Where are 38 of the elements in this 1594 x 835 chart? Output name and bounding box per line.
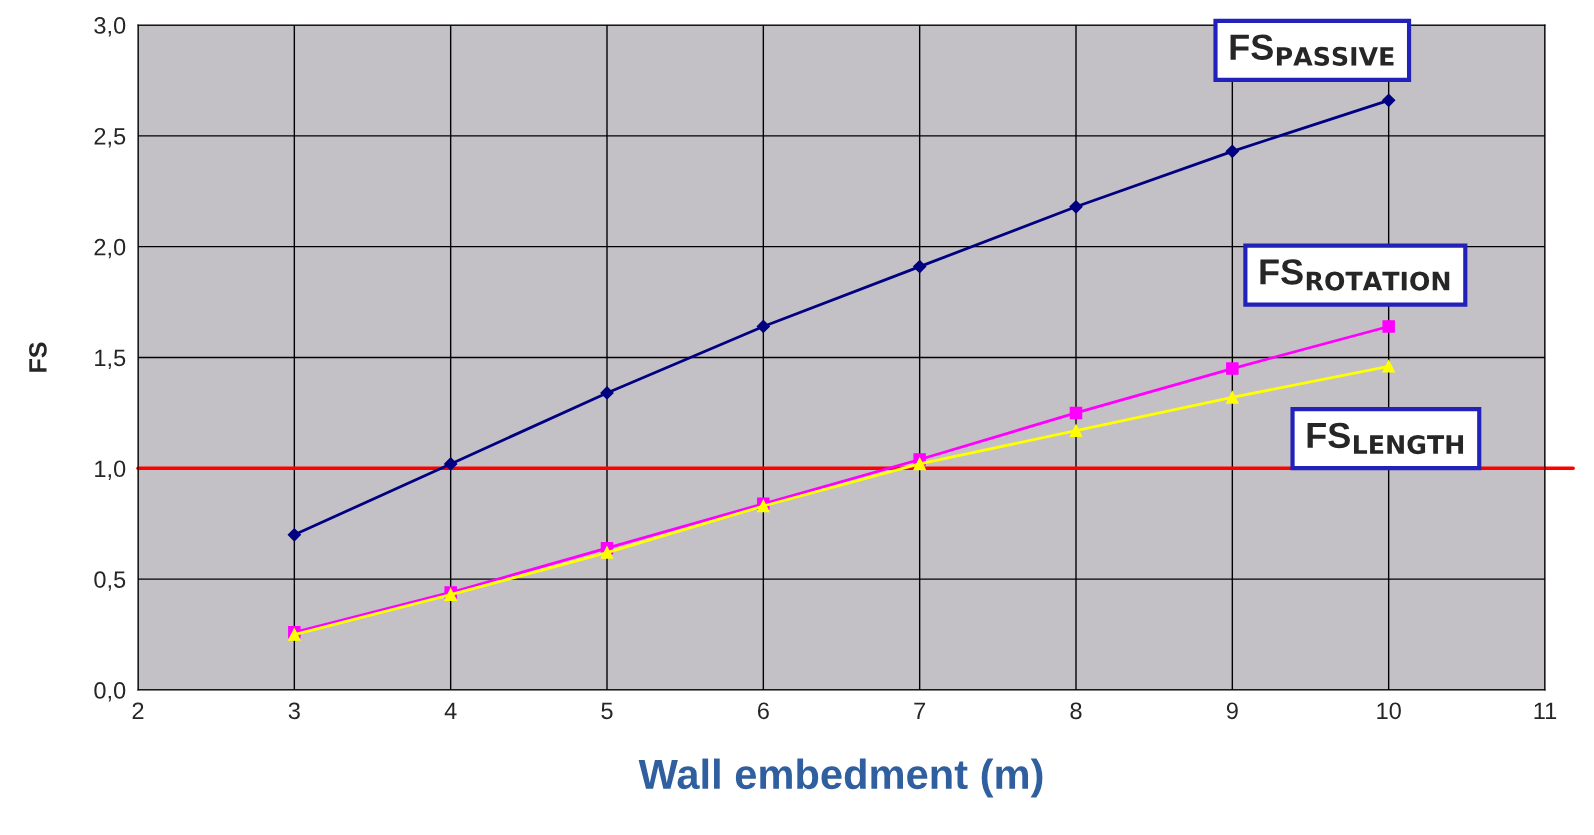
point — [1382, 320, 1395, 333]
x-tick-label: 2 — [132, 702, 144, 719]
point — [1069, 424, 1083, 437]
point — [287, 528, 301, 542]
y-tick-label: 3,0 — [94, 17, 126, 37]
y-tick-label: 1,0 — [95, 460, 126, 480]
point — [1225, 144, 1239, 158]
y-tick-label: 0,0 — [94, 682, 126, 702]
x-tick-label: 9 — [1226, 702, 1238, 720]
point — [1069, 200, 1083, 214]
x-tick-label: 4 — [444, 702, 457, 719]
point — [913, 457, 926, 471]
x-tick-label: 8 — [1070, 702, 1082, 720]
point — [1069, 406, 1083, 420]
point — [913, 260, 927, 274]
y-tick-label: 2,5 — [94, 127, 126, 148]
x-tick-label: 3 — [288, 702, 300, 720]
series-label: FS$_{LENGTH}$ — [1307, 422, 1464, 455]
point — [600, 546, 614, 559]
point — [1382, 360, 1395, 373]
x-tick-label: 11 — [1534, 702, 1557, 719]
x-tick-label: 6 — [757, 702, 769, 720]
series-label: FS$_{ROTATION}$ — [1260, 259, 1450, 291]
point — [444, 457, 458, 471]
x-tick-label: 5 — [601, 702, 613, 720]
y-tick-label: 1,5 — [95, 349, 126, 370]
point — [756, 319, 770, 334]
point — [1226, 391, 1239, 404]
y-axis-title: FS — [29, 342, 47, 372]
series-label: FS$_{PASSIVE}$ — [1230, 34, 1394, 66]
x-axis-title: Wall embedment (m) — [638, 758, 1043, 798]
y-tick-label: 2,0 — [94, 238, 126, 259]
x-tick-label: 10 — [1377, 702, 1401, 720]
point — [1226, 362, 1239, 375]
y-tick-label: 0,5 — [94, 571, 126, 591]
point — [600, 386, 614, 400]
point — [1382, 93, 1396, 107]
x-tick-label: 7 — [914, 702, 926, 719]
